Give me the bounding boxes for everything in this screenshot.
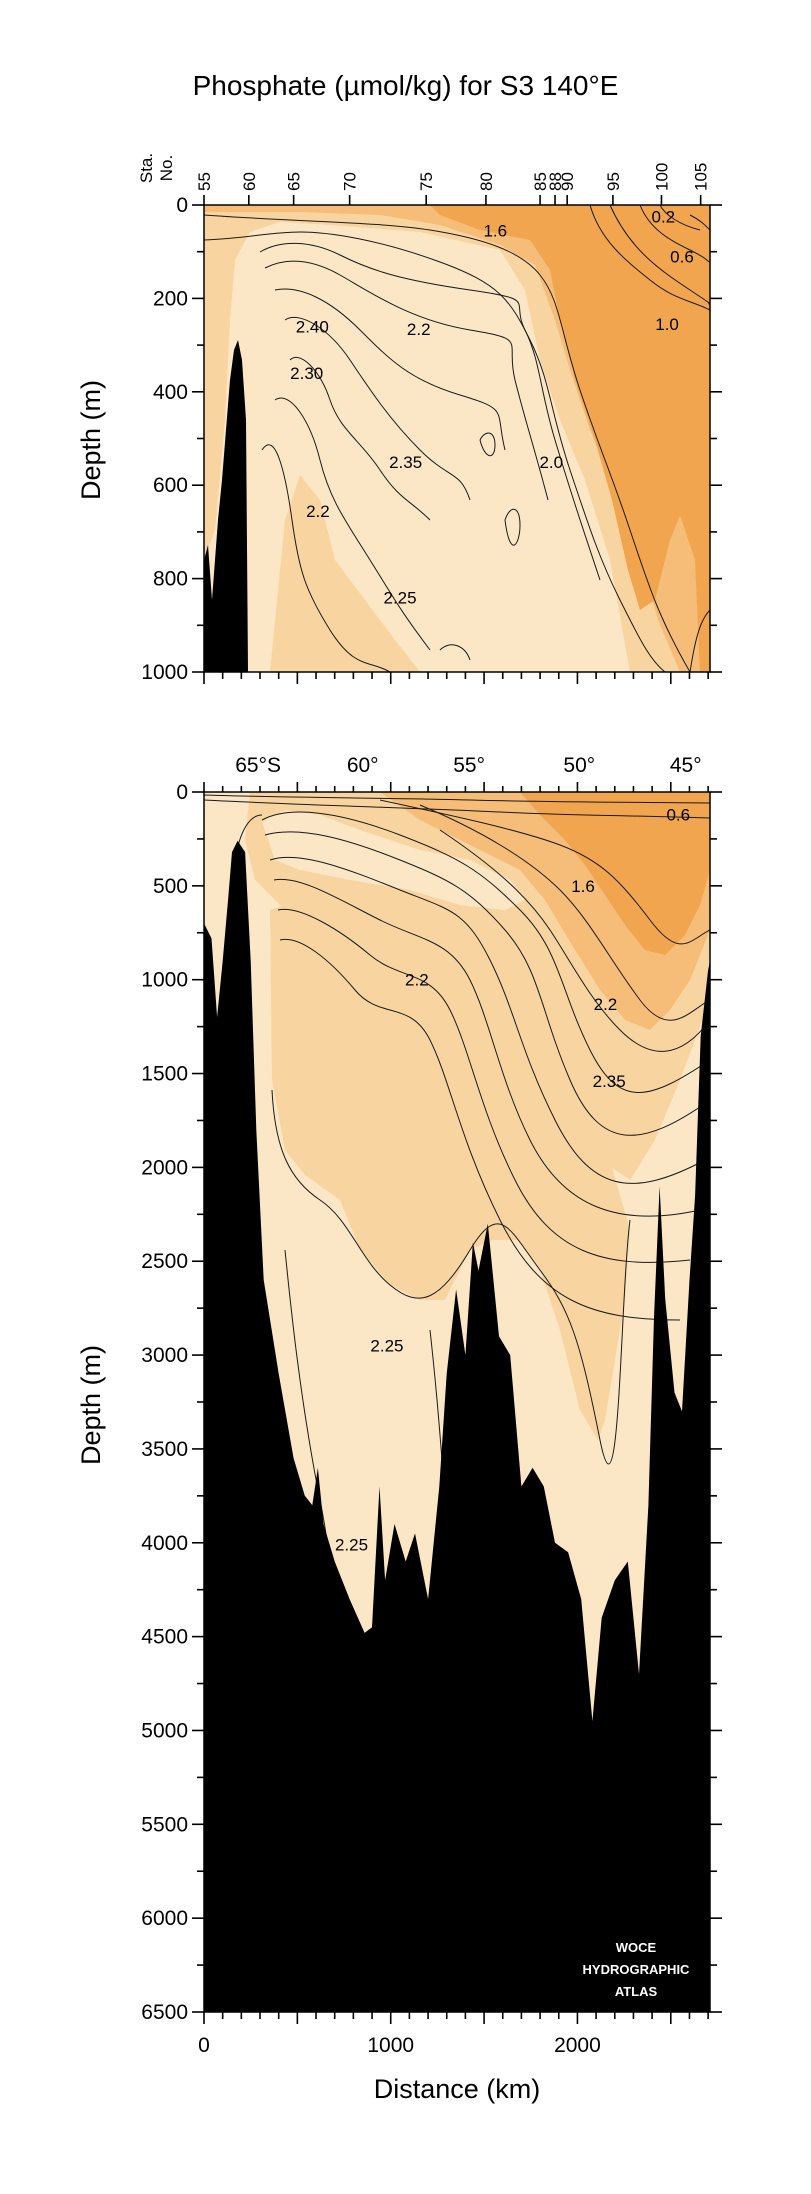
upper-contour-lines [204, 205, 710, 672]
contour-label: 2.2 [594, 995, 618, 1014]
distance-label: 2000 [554, 2034, 601, 2057]
contour-label: 2.25 [384, 588, 417, 607]
lower-depth-label: 6000 [141, 1907, 188, 1930]
upper-depth-label: 800 [153, 568, 188, 591]
contour-label: 2.2 [407, 320, 431, 339]
station-number-label: 75 [417, 172, 436, 191]
upper-depth-tick-labels: 0 200 400 600 800 1000 [141, 194, 188, 684]
latitude-label: 45° [670, 754, 702, 777]
upper-contour-labels: 1.6 0.2 0.6 1.0 2.40 2.2 2.30 2.35 2.0 2.2 2.25 [290, 208, 694, 608]
watermark-line-2: HYDROGRAPHIC [583, 1962, 691, 1977]
latitude-label: 60° [347, 754, 379, 777]
upper-y-axis-label: Depth (m) [76, 380, 106, 500]
station-number-label: 88 [546, 172, 565, 191]
lower-depth-label: 2000 [141, 1156, 188, 1179]
latitude-label: 55° [453, 754, 485, 777]
lower-depth-label: 1500 [141, 1063, 188, 1086]
station-label-sta: Sta. [137, 153, 156, 183]
distance-label: 0 [198, 2034, 210, 2057]
contour-label: 0.2 [652, 208, 676, 227]
contour-label: 2.40 [296, 317, 329, 336]
distance-tick-labels: 0 1000 2000 [198, 2034, 601, 2057]
contour-label: 0.6 [666, 806, 690, 825]
lower-axis-ticks [192, 782, 722, 2024]
station-number-label: 65 [285, 172, 304, 191]
upper-light-deep-patch [270, 475, 420, 672]
contour-label: 2.2 [306, 502, 330, 521]
lower-depth-label: 4000 [141, 1532, 188, 1555]
lower-contour-labels: 0.6 1.6 2.2 2.2 2.35 2.25 2.25 [335, 806, 690, 1555]
station-number-label: 100 [652, 163, 671, 191]
lower-depth-label: 500 [153, 875, 188, 898]
upper-axis-ticks [192, 204, 722, 684]
lower-depth-label: 6500 [141, 2001, 188, 2024]
contour-label: 2.35 [593, 1072, 626, 1091]
contour-label: 1.0 [655, 315, 679, 334]
contour-label: 0.6 [670, 247, 694, 266]
station-number-label: 80 [477, 172, 496, 191]
latitude-label: 65°S [235, 754, 281, 777]
x-axis-label: Distance (km) [374, 2074, 541, 2104]
contour-label: 2.35 [389, 453, 422, 472]
upper-depth-label: 600 [153, 474, 188, 497]
woce-watermark: WOCE HYDROGRAPHIC ATLAS [583, 1940, 691, 1999]
lower-depth-label: 3500 [141, 1438, 188, 1461]
contour-label: 2.25 [370, 1337, 403, 1356]
upper-bathymetry [204, 340, 248, 672]
lower-depth-label: 5000 [141, 1719, 188, 1742]
station-number-label: 60 [240, 172, 259, 191]
lower-pale-intrusion [262, 810, 525, 910]
upper-panel [204, 205, 710, 672]
chart-title: Phosphate (µmol/kg) for S3 140°E [192, 70, 619, 101]
station-number-label: 90 [558, 172, 577, 191]
upper-depth-label: 0 [176, 194, 188, 217]
distance-label: 1000 [367, 2034, 414, 2057]
contour-label: 2.0 [539, 453, 563, 472]
contour-label: 1.6 [571, 877, 595, 896]
station-number-label: 95 [604, 172, 623, 191]
lower-bathymetry [204, 840, 710, 2012]
latitude-label: 50° [563, 754, 595, 777]
lower-depth-label: 3000 [141, 1344, 188, 1367]
lower-depth-label: 4500 [141, 1626, 188, 1649]
lower-light-mass [270, 900, 630, 1440]
upper-depth-label: 400 [153, 381, 188, 404]
station-number-label: 70 [341, 172, 360, 191]
lower-depth-label: 2500 [141, 1250, 188, 1273]
station-number-label: 85 [531, 172, 550, 191]
lower-depth-tick-labels: 0 500 1000 1500 2000 2500 3000 3500 4000 4500 5000… [141, 781, 188, 2024]
station-number-label: 55 [195, 172, 214, 191]
latitude-labels: 65°S 60° 55° 50° 45° [235, 754, 701, 777]
contour-label: 2.25 [335, 1536, 368, 1555]
station-number-label: 105 [692, 163, 711, 191]
upper-depth-label: 1000 [141, 661, 188, 684]
contour-label: 2.2 [405, 971, 429, 990]
contour-label: 1.6 [483, 222, 507, 241]
lower-depth-label: 1000 [141, 969, 188, 992]
upper-dark-core [430, 205, 710, 672]
upper-depth-label: 200 [153, 287, 188, 310]
watermark-line-3: ATLAS [615, 1984, 658, 1999]
lower-panel [204, 792, 710, 2012]
lower-depth-label: 0 [176, 781, 188, 804]
station-label-no: No. [157, 155, 176, 181]
lower-dark-core [520, 792, 710, 955]
lower-y-axis-label: Depth (m) [76, 1345, 106, 1465]
contour-label: 2.30 [290, 364, 323, 383]
watermark-line-1: WOCE [616, 1940, 657, 1955]
lower-depth-label: 5500 [141, 1813, 188, 1836]
